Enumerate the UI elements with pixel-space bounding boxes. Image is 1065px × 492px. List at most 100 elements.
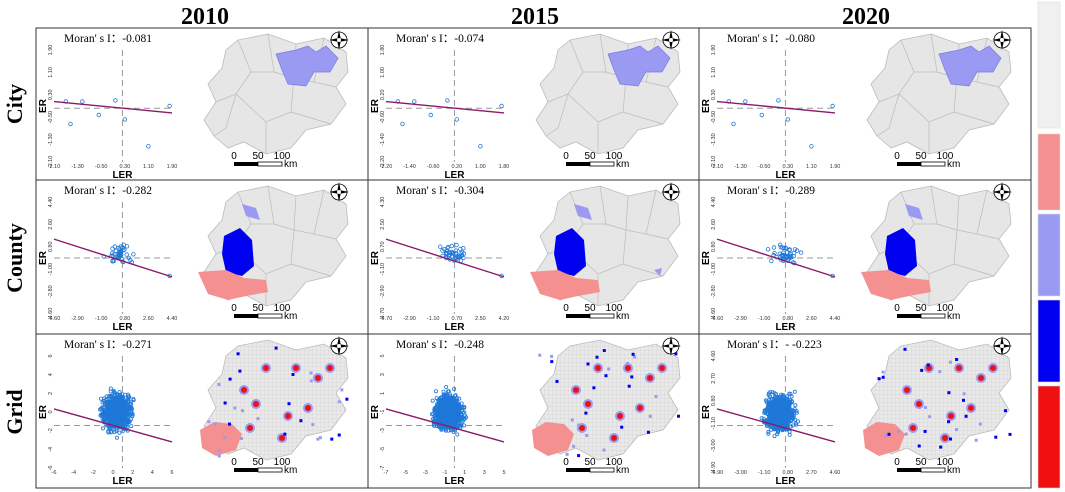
district-boundary xyxy=(953,263,995,277)
x-axis-label: LER xyxy=(112,322,133,333)
low-low-cell xyxy=(627,384,631,388)
low-low-cell xyxy=(654,395,658,398)
scatter-point xyxy=(454,242,459,248)
map-body xyxy=(200,339,349,461)
low-low-cell xyxy=(974,438,978,442)
y-axis-label: ER xyxy=(701,250,712,265)
x-tick-label: 0.80 xyxy=(782,316,793,322)
district-boundary xyxy=(290,263,332,277)
scatter-point xyxy=(779,405,784,410)
scatter-point xyxy=(447,252,452,257)
x-tick-label: -2.20 xyxy=(380,164,393,170)
x-axis-label: LER xyxy=(775,322,796,333)
x-tick-label: 4 xyxy=(151,470,154,476)
scatter-point xyxy=(775,432,780,437)
x-tick-label: 5 xyxy=(502,470,505,476)
district-boundary xyxy=(898,77,958,123)
high-high-cluster xyxy=(657,363,667,373)
scatter-point xyxy=(462,413,467,418)
scale-bar-tick: 50 xyxy=(584,303,596,314)
low-low-cell xyxy=(948,360,952,364)
scatter-point xyxy=(450,411,455,416)
scatter-point xyxy=(114,392,119,397)
legend-swatch xyxy=(1037,385,1061,489)
scatter-point xyxy=(445,406,450,411)
y-tick-label: 0 xyxy=(48,410,54,413)
map-body xyxy=(861,185,1012,307)
x-tick-label: 2.50 xyxy=(475,316,486,322)
high-high-cluster xyxy=(946,411,956,421)
district-boundary xyxy=(235,77,295,123)
scatter-point xyxy=(779,392,784,397)
x-tick-label: 0.30 xyxy=(119,164,130,170)
scatter-point xyxy=(781,405,786,410)
high-high-cluster xyxy=(239,385,249,395)
scale-bar-black xyxy=(897,314,921,318)
low-low-cell xyxy=(631,352,635,356)
scatter-points xyxy=(395,98,504,149)
low-low-cell xyxy=(586,362,590,366)
scatter-point xyxy=(796,419,801,424)
low-low-cell xyxy=(955,428,958,432)
low-low-cell xyxy=(592,386,596,390)
low-low-cell xyxy=(217,383,221,386)
scatter-point xyxy=(125,397,130,402)
scatter-points xyxy=(101,242,172,279)
scatter-point xyxy=(128,417,133,422)
scatter-point xyxy=(772,250,777,256)
panel-city-2015: Moran' s I：-0.074 -2.20 -1.40 -0.60 0.20 1.0… xyxy=(370,30,681,181)
x-tick-label: -4.60 xyxy=(48,316,61,322)
regression-line xyxy=(716,408,836,443)
low-low-cell xyxy=(340,388,344,392)
scatter-point xyxy=(430,398,435,403)
low-low-cell xyxy=(677,414,680,418)
low-low-cell xyxy=(962,398,965,402)
panel-county-2010: Moran' s I：-0.282 -4.60 -2.90 -1.00 0.80 2.6… xyxy=(38,182,349,333)
scale-bar-tick: 0 xyxy=(231,303,237,314)
low-low-cell xyxy=(602,349,606,352)
x-tick-label: 4.20 xyxy=(499,316,510,322)
y-axis-label: ER xyxy=(701,404,712,419)
scatter-point xyxy=(456,413,461,418)
scatter-point xyxy=(437,404,442,409)
scatter-point xyxy=(111,388,116,393)
scale-bar-tick: 0 xyxy=(894,457,900,468)
x-tick-label: -2 xyxy=(91,470,96,476)
scatter-point xyxy=(121,419,126,424)
moran-i-label: Moran' s I：-0.080 xyxy=(727,33,815,45)
y-tick-label: 0.80 xyxy=(711,395,717,406)
row-heading-grid: Grid xyxy=(2,389,27,434)
scale-bar-white xyxy=(920,161,946,167)
scatter-point xyxy=(109,405,114,410)
y-tick-label: 1 xyxy=(380,392,386,395)
scatter-point xyxy=(793,403,798,408)
high-high-cluster xyxy=(277,433,287,443)
year-heading-2020: 2020 xyxy=(842,4,890,30)
scatter-point xyxy=(99,412,104,417)
scatter-point xyxy=(114,429,119,434)
scale-bar-tick: 0 xyxy=(894,303,900,314)
scatter-point xyxy=(118,403,123,408)
high-high-cluster xyxy=(940,433,950,443)
low-low-cell xyxy=(287,402,291,406)
row-heading-city: City xyxy=(2,84,27,124)
low-low-cell xyxy=(550,354,554,358)
y-tick-label: -1 xyxy=(380,410,386,415)
scatter-point xyxy=(792,389,797,394)
scatter-point xyxy=(117,390,122,395)
y-tick-label: -3.00 xyxy=(711,439,717,452)
scatter-point xyxy=(125,406,130,411)
low-low-cell xyxy=(538,353,542,357)
scatter-point xyxy=(115,422,120,427)
scale-bar-tick: 50 xyxy=(584,151,596,162)
x-tick-label: -2.90 xyxy=(734,316,747,322)
scale-bar-tick: 50 xyxy=(915,457,927,468)
scatter-point xyxy=(126,406,131,411)
low-low-cell xyxy=(620,425,624,429)
x-axis-label: LER xyxy=(775,476,796,487)
scatter-point xyxy=(433,416,438,421)
scatter-point xyxy=(455,256,460,261)
scatter-point xyxy=(776,396,781,401)
moran-i-label: Moran' s I：-0.271 xyxy=(64,339,152,351)
